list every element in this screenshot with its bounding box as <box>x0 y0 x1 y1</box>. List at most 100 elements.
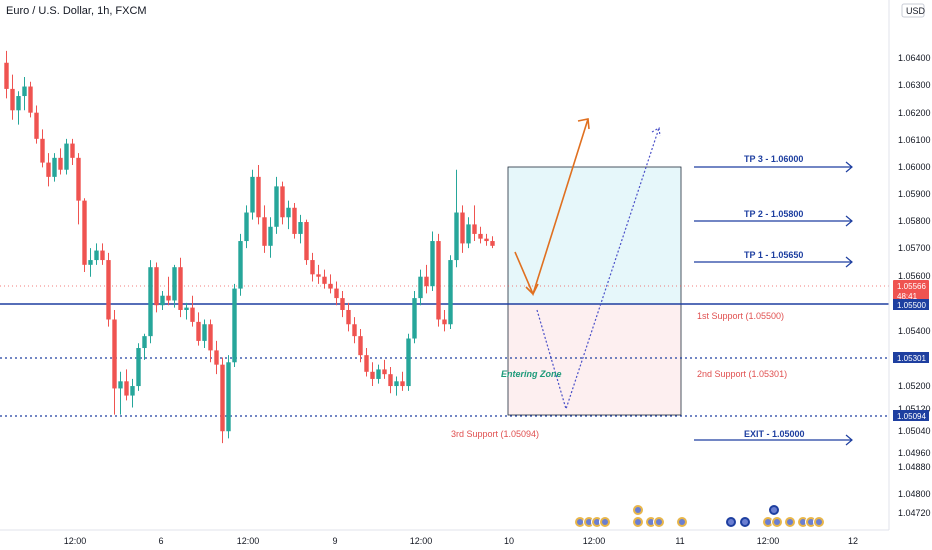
candle-body <box>454 212 459 261</box>
candle-body <box>64 143 69 170</box>
stop-zone <box>507 303 682 416</box>
candle-body <box>316 274 321 277</box>
candle <box>130 378 135 408</box>
event-marker-icon[interactable] <box>725 516 737 528</box>
candle-body <box>28 86 33 113</box>
candle <box>232 283 237 368</box>
candle <box>376 364 381 384</box>
projection-dotted-head <box>651 127 661 137</box>
candle <box>4 50 9 99</box>
candle <box>310 252 315 282</box>
event-marker-icon[interactable] <box>653 516 665 528</box>
candle <box>136 343 141 391</box>
currency-button[interactable]: USD <box>901 3 926 18</box>
candle-body <box>436 241 441 320</box>
event-marker-icon[interactable] <box>784 516 796 528</box>
candle-body <box>418 276 423 299</box>
candle <box>154 262 159 313</box>
candle-body <box>490 241 495 246</box>
candle <box>76 153 81 225</box>
event-marker-icon[interactable] <box>771 516 783 528</box>
candle-body <box>442 319 447 325</box>
candle <box>52 153 57 182</box>
candle-body <box>166 295 171 301</box>
candle-body <box>478 233 483 239</box>
candle <box>16 91 21 125</box>
event-marker-icon[interactable] <box>599 516 611 528</box>
candle <box>436 233 441 327</box>
candle <box>70 138 75 165</box>
candle-body <box>346 309 351 325</box>
candle-body <box>448 260 453 325</box>
tp1-arrow <box>694 256 853 268</box>
time-tick-label: 12:00 <box>237 536 260 546</box>
candle <box>46 153 51 187</box>
candle-body <box>460 212 465 244</box>
price-tick-label: 1.04880 <box>898 462 931 472</box>
candle-body <box>250 176 255 213</box>
candle-body <box>58 157 63 170</box>
candle-body <box>322 276 327 284</box>
candle <box>442 309 447 332</box>
candle-body <box>304 222 309 261</box>
candle-body <box>214 350 219 365</box>
candle <box>490 236 495 249</box>
projection-orange-head <box>577 118 590 130</box>
candle <box>208 319 213 363</box>
level-tag-3: 1.05094 <box>893 410 929 421</box>
candle-body <box>364 355 369 372</box>
candle-body <box>484 238 489 242</box>
candle-body <box>52 157 57 177</box>
time-tick-label: 9 <box>332 536 337 546</box>
candle <box>274 176 279 234</box>
candle <box>202 319 207 349</box>
event-marker-icon[interactable] <box>632 504 644 516</box>
level-lines <box>0 285 889 417</box>
candle <box>412 290 417 344</box>
event-marker-icon[interactable] <box>813 516 825 528</box>
candle <box>430 231 435 291</box>
candle-body <box>334 288 339 299</box>
candle <box>226 355 231 439</box>
candle <box>388 367 393 394</box>
time-tick-label: 6 <box>158 536 163 546</box>
economic-events[interactable] <box>574 504 825 528</box>
candle <box>214 340 219 375</box>
exit-arrow <box>694 434 853 446</box>
candle-body <box>220 364 225 432</box>
candle <box>190 295 195 327</box>
event-marker-icon[interactable] <box>676 516 688 528</box>
tp3-label: TP 3 - 1.06000 <box>744 154 803 164</box>
level-tag-2-text: 1.05301 <box>897 354 926 363</box>
candle <box>358 329 363 363</box>
candle-body <box>70 143 75 158</box>
event-marker-icon[interactable] <box>739 516 751 528</box>
event-marker-icon[interactable] <box>632 516 644 528</box>
candle-body <box>118 381 123 389</box>
candle-body <box>280 186 285 218</box>
candle-body <box>94 250 99 261</box>
candle-body <box>148 267 153 337</box>
price-tick-label: 1.06400 <box>898 53 931 63</box>
candle <box>364 348 369 377</box>
candle <box>238 233 243 296</box>
price-tick-label: 1.05900 <box>898 189 931 199</box>
candle <box>256 164 261 225</box>
candle <box>400 371 405 391</box>
candle-body <box>34 112 39 139</box>
event-marker-icon[interactable] <box>768 504 780 516</box>
candle-body <box>466 224 471 244</box>
price-axis[interactable]: 1.06400 1.06300 1.06200 1.06100 1.06000 1.059… <box>888 0 931 530</box>
time-axis[interactable]: 12:00 6 12:00 9 12:00 10 12:00 11 12:00 12 <box>0 529 889 546</box>
candle <box>424 264 429 294</box>
candle-body <box>328 283 333 289</box>
candle-body <box>46 162 51 177</box>
candle <box>22 77 27 111</box>
price-tick-label: 1.04720 <box>898 508 931 518</box>
candle <box>148 260 153 344</box>
candle-body <box>178 267 183 310</box>
candle-body <box>358 336 363 356</box>
candle <box>34 105 39 144</box>
candle-body <box>286 207 291 218</box>
time-tick-label: 12 <box>848 536 858 546</box>
